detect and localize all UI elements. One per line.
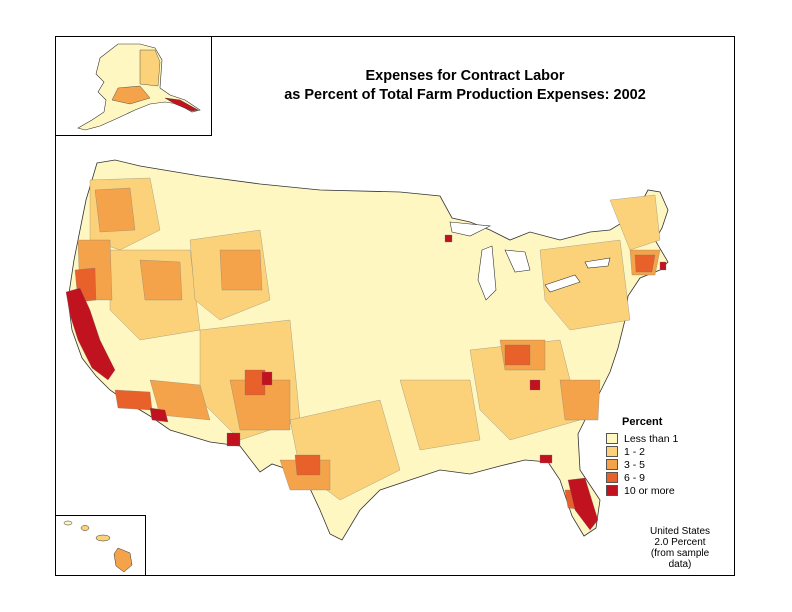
alaska-shape xyxy=(77,43,201,131)
map-frame xyxy=(55,36,735,576)
legend-swatch xyxy=(606,459,618,470)
legend-label: Less than 1 xyxy=(624,432,679,445)
map-title: Expenses for Contract Labor as Percent o… xyxy=(240,67,690,105)
legend-label: 3 - 5 xyxy=(624,458,646,471)
legend-item: 1 - 2 xyxy=(606,445,678,458)
very-high-regions xyxy=(65,234,667,531)
hawaii-inset xyxy=(55,515,146,576)
legend-label: 6 - 9 xyxy=(624,471,646,484)
legend-title: Percent xyxy=(622,416,663,428)
legend-swatch xyxy=(606,472,618,483)
legend-swatch xyxy=(606,446,618,457)
legend-label: 10 or more xyxy=(624,484,675,497)
title-line-1: Expenses for Contract Labor xyxy=(365,68,565,84)
alaska-inset xyxy=(55,36,212,136)
legend-item: Less than 1 xyxy=(606,432,678,445)
legend-label: 1 - 2 xyxy=(624,445,646,458)
us-total-line-1: United States xyxy=(649,526,711,537)
legend-item: 3 - 5 xyxy=(606,458,678,471)
great-lakes xyxy=(449,221,611,301)
hawaii-shape xyxy=(63,520,133,573)
legend-item: 10 or more xyxy=(606,484,678,497)
legend-item: 6 - 9 xyxy=(606,471,678,484)
legend: Percent Less than 1 1 - 2 3 - 5 6 - 9 10… xyxy=(606,416,678,497)
legend-swatch xyxy=(606,485,618,496)
legend-swatch xyxy=(606,433,618,444)
title-line-2: as Percent of Total Farm Production Expe… xyxy=(284,87,646,103)
us-total-line-3: (from sample data) xyxy=(650,548,710,570)
high-regions xyxy=(74,254,656,511)
us-total-line-2: 2.0 Percent xyxy=(654,537,706,548)
us-total-note: United States 2.0 Percent (from sample d… xyxy=(640,526,720,570)
